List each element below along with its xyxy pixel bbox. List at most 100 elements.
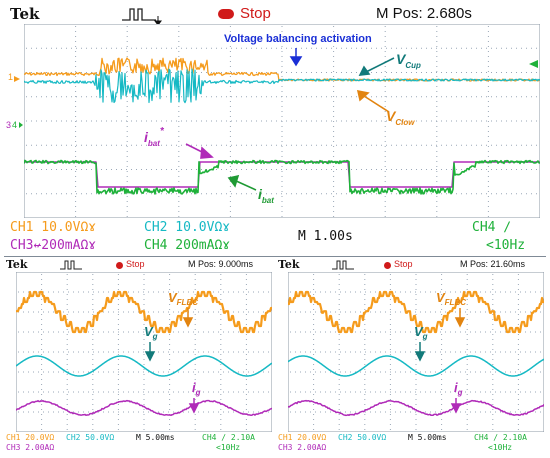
top-scope-header: Tek Stop M Pos: 2.680s bbox=[10, 4, 546, 26]
br-ch3-readout: CH3 2.00AΩ bbox=[278, 443, 327, 452]
br-vflbc-label: VFLBC bbox=[436, 290, 466, 307]
ch3-trace bbox=[16, 399, 272, 417]
ibat-ref-label: ibat* bbox=[144, 126, 165, 148]
br-waveform-display: VFLBC Vg ig bbox=[288, 272, 544, 432]
bl-traces bbox=[16, 290, 272, 417]
br-ch4-trigger: CH4 ∕ 2.10A bbox=[474, 433, 527, 442]
top-traces bbox=[24, 57, 540, 195]
freq-readout: <10Hz bbox=[486, 238, 526, 253]
bl-freq: <10Hz bbox=[216, 443, 241, 452]
bl-tek-brand: Tek bbox=[6, 258, 28, 271]
ch3-marker: 3 bbox=[6, 120, 11, 130]
br-ch1-readout: CH1 20.0VΩ bbox=[278, 433, 327, 442]
br-stop-icon bbox=[384, 262, 391, 269]
bl-vg-sub: g bbox=[152, 332, 158, 341]
bl-vg-main: V bbox=[144, 324, 154, 339]
vclow-arrow-icon bbox=[356, 89, 390, 113]
vcup-arrow-icon bbox=[358, 57, 395, 76]
bl-stop-icon bbox=[116, 262, 123, 269]
bl-vflbc-label: VFLBC bbox=[168, 290, 198, 307]
ch2-trace bbox=[288, 355, 544, 377]
br-header: Tek Stop M Pos: 21.60ms bbox=[278, 258, 546, 274]
bl-timebase: M 5.00ms bbox=[136, 433, 175, 442]
bl-ch3-readout: CH3 2.00AΩ bbox=[6, 443, 55, 452]
bl-vg-label: Vg bbox=[144, 324, 158, 341]
bl-vflbc-main: V bbox=[168, 290, 178, 305]
bl-position: M Pos: 9.000ms bbox=[188, 259, 254, 269]
bl-ig-label: ig bbox=[192, 380, 201, 397]
br-vg-arrow-icon bbox=[414, 342, 426, 362]
vcup-sub: Cup bbox=[405, 61, 421, 70]
vclow-label: VClow bbox=[386, 108, 415, 127]
bl-vflbc-arrow-icon bbox=[182, 308, 194, 328]
ibat-sub: bat bbox=[262, 196, 274, 205]
br-vflbc-arrow-icon bbox=[454, 308, 466, 328]
ibat-label: ibat bbox=[258, 186, 274, 205]
ch2-readout: CH2 10.0VΩɤ bbox=[144, 220, 231, 235]
bl-waveform-display: VFLBC Vg ig bbox=[16, 272, 272, 432]
trigger-pulse-icon bbox=[122, 8, 156, 21]
vcup-label: VCup bbox=[396, 51, 421, 70]
br-run-state: Stop bbox=[394, 259, 413, 269]
run-state: Stop bbox=[240, 5, 271, 22]
bl-ig-main: i bbox=[192, 380, 196, 395]
br-vflbc-sub: FLBC bbox=[445, 298, 467, 307]
stop-indicator-icon bbox=[218, 9, 234, 19]
br-traces bbox=[288, 290, 544, 417]
ch4-marker: 4 bbox=[12, 120, 17, 130]
br-vflbc-main: V bbox=[436, 290, 446, 305]
br-freq: <10Hz bbox=[488, 443, 513, 452]
bl-ig-arrow-icon bbox=[188, 398, 200, 414]
bottom-right-scope-panel: Tek Stop M Pos: 21.60ms VFLBC Vg ig CH1 … bbox=[278, 258, 546, 454]
top-grid bbox=[26, 26, 537, 217]
bl-ch2-readout: CH2 50.0VΩ bbox=[66, 433, 115, 442]
ibat-ref-sup: * bbox=[160, 126, 165, 137]
bottom-left-scope-panel: Tek Stop M Pos: 9.000ms VFLBC Vg ig CH1 … bbox=[6, 258, 274, 454]
ibat-main: i bbox=[258, 186, 263, 202]
ch1-trace bbox=[288, 290, 544, 334]
horizontal-position: M Pos: 2.680s bbox=[376, 5, 472, 22]
bl-trigger-pulse-icon bbox=[60, 260, 82, 270]
br-ig-label: ig bbox=[454, 380, 463, 397]
bl-vg-arrow-icon bbox=[144, 342, 156, 362]
ibat-ref-arrow-icon bbox=[185, 143, 214, 159]
tek-brand: Tek bbox=[10, 5, 40, 23]
ch1-trace bbox=[16, 290, 272, 334]
ibat-ref-main: i bbox=[144, 129, 149, 145]
top-waveform-display: Voltage balancing activation VCup VClow … bbox=[24, 24, 540, 218]
br-vg-main: V bbox=[414, 324, 424, 339]
ch1-readout: CH1 10.0VΩɤ bbox=[10, 220, 97, 235]
trigger-level-icon bbox=[529, 60, 538, 68]
bl-vflbc-sub: FLBC bbox=[177, 298, 199, 307]
vcup-main: V bbox=[396, 51, 407, 67]
br-ig-arrow-icon bbox=[450, 398, 462, 414]
vclow-sub: Clow bbox=[395, 118, 415, 127]
ch2-trace bbox=[24, 68, 540, 104]
ibat-arrow-icon bbox=[227, 174, 257, 191]
bl-ig-sub: g bbox=[195, 388, 201, 397]
bl-ch4-trigger: CH4 ∕ 2.10A bbox=[202, 433, 255, 442]
ibat-ref-sub: bat bbox=[148, 139, 160, 148]
ch1-marker: 1 bbox=[8, 72, 13, 82]
annotation-balancing: Voltage balancing activation bbox=[224, 33, 372, 45]
bl-header: Tek Stop M Pos: 9.000ms bbox=[6, 258, 274, 274]
br-timebase: M 5.00ms bbox=[408, 433, 447, 442]
br-ig-main: i bbox=[454, 380, 458, 395]
top-channel-markers: 1 3 4 bbox=[6, 72, 23, 130]
trigger-position-icon bbox=[154, 16, 162, 26]
bl-ch1-readout: CH1 20.0VΩ bbox=[6, 433, 55, 442]
panel-divider bbox=[4, 256, 546, 257]
ch2-trace bbox=[16, 355, 272, 377]
ch4-trigger-readout: CH4 ∕ bbox=[472, 220, 512, 235]
br-trigger-pulse-icon bbox=[332, 260, 354, 270]
br-vg-sub: g bbox=[422, 332, 428, 341]
vclow-main: V bbox=[386, 108, 397, 124]
ch3-readout: CH3↚200mAΩɤ bbox=[10, 238, 97, 253]
ch4-trace bbox=[24, 159, 540, 195]
timebase-readout: M 1.00s bbox=[298, 229, 353, 244]
ch4-readout: CH4 200mAΩɤ bbox=[144, 238, 231, 253]
top-scope-panel: Tek Stop M Pos: 2.680s Voltage balancing… bbox=[6, 4, 546, 256]
br-position: M Pos: 21.60ms bbox=[460, 259, 526, 269]
balancing-arrow-icon bbox=[289, 48, 303, 67]
